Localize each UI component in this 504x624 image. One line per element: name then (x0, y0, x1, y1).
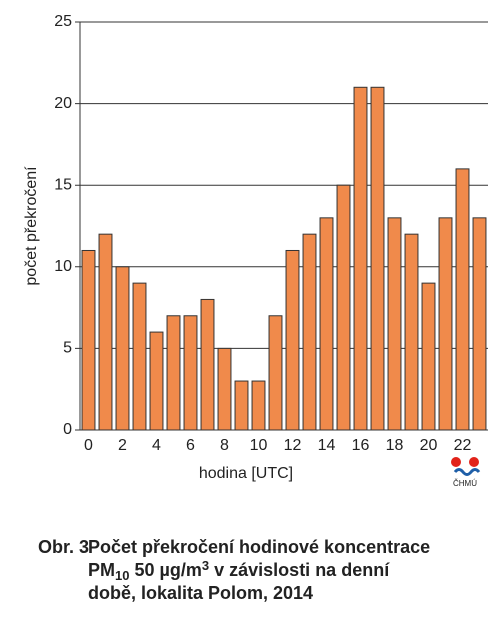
bar (268, 315, 283, 431)
bar (234, 380, 249, 431)
caption-label: Obr. 3 (38, 537, 90, 557)
x-tick-label: 4 (152, 437, 161, 454)
x-tick-label: 10 (250, 437, 268, 454)
chart: počet překročení hodina [UTC] ČHMÚ 0 5 10 1… (23, 13, 488, 488)
bar (319, 217, 334, 431)
bar (251, 380, 266, 431)
logo-dot (469, 457, 479, 467)
caption-subscript: 10 (115, 568, 130, 583)
y-tick-label: 25 (54, 13, 72, 30)
bar (421, 282, 436, 431)
x-tick-label: 8 (220, 437, 229, 454)
bar (149, 331, 164, 431)
caption-line: PM10 50 µg/m3 v závislosti na denní (88, 559, 498, 582)
x-tick-label: 16 (352, 437, 370, 454)
logo-text: ČHMÚ (453, 479, 477, 488)
bar (285, 249, 300, 431)
caption-text: 50 µg/m (134, 560, 202, 580)
bar (115, 266, 130, 431)
x-tick-label: 12 (284, 437, 302, 454)
bar (81, 249, 96, 431)
bar (472, 217, 487, 431)
bar (438, 217, 453, 431)
bar (98, 233, 113, 431)
x-tick-label: 6 (186, 437, 195, 454)
logo-dot (451, 457, 461, 467)
bar (132, 282, 147, 431)
y-axis-label: počet překročení (23, 166, 40, 286)
bar (404, 233, 419, 431)
bar (183, 315, 198, 431)
x-tick-label: 2 (118, 437, 127, 454)
y-tick-label: 20 (54, 95, 72, 112)
logo-wave (453, 468, 481, 476)
bar (455, 168, 470, 431)
bar (353, 86, 368, 431)
x-axis-label: hodina [UTC] (199, 465, 293, 482)
bar (336, 184, 351, 431)
x-tick-label: 14 (318, 437, 336, 454)
y-tick-label: 0 (63, 421, 72, 438)
bar (302, 233, 317, 431)
y-tick-label: 10 (54, 258, 72, 275)
y-tick-label: 15 (54, 176, 72, 193)
caption-text: PM (88, 560, 115, 580)
logo: ČHMÚ (451, 457, 481, 488)
x-tick-label: 20 (420, 437, 438, 454)
caption: Obr. 3 Počet překročení hodinové koncent… (38, 536, 498, 605)
bar (217, 347, 232, 431)
caption-body: Počet překročení hodinové koncentrace PM… (88, 536, 498, 605)
x-tick-label: 0 (84, 437, 93, 454)
caption-text: v závislosti na denní (214, 560, 390, 580)
x-tick-label: 22 (454, 437, 472, 454)
bar (200, 298, 215, 431)
caption-line: Počet překročení hodinové koncentrace (88, 537, 431, 557)
caption-superscript: 3 (201, 558, 210, 573)
bar (370, 86, 385, 431)
caption-line: době, lokalita Polom, 2014 (88, 583, 314, 603)
bar (166, 315, 181, 431)
y-tick-label: 5 (63, 340, 72, 357)
bar (387, 217, 402, 431)
x-tick-label: 18 (386, 437, 404, 454)
